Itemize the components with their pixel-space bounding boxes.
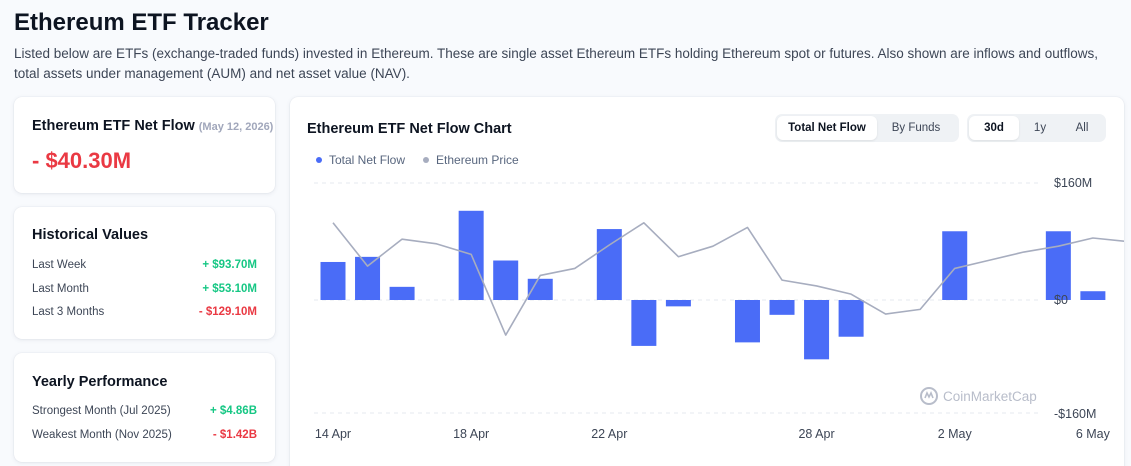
- bar-5-may: [1045, 231, 1071, 300]
- legend-total-net-flow[interactable]: Total Net Flow: [316, 153, 405, 167]
- historical-row-value: - $129.10M: [198, 306, 257, 318]
- y-tick-label: $0: [1054, 293, 1068, 307]
- bar-23-apr: [631, 300, 657, 346]
- x-tick-label: 14 Apr: [315, 427, 351, 441]
- x-tick-label: 22 Apr: [591, 427, 627, 441]
- coinmarketcap-logo-mark-icon: [924, 391, 934, 399]
- x-tick-label: 28 Apr: [798, 427, 834, 441]
- historical-row-label: Last 3 Months: [32, 306, 105, 318]
- bar-22-apr: [596, 229, 622, 300]
- x-tick-label: 6 May: [1076, 427, 1111, 441]
- legend-label: Total Net Flow: [329, 153, 406, 167]
- historical-row-label: Last Month: [32, 283, 89, 295]
- legend-ethereum-price[interactable]: Ethereum Price: [423, 153, 519, 167]
- watermark-text: CoinMarketCap: [943, 389, 1037, 404]
- historical-row: Last 3 Months - $129.10M: [32, 306, 257, 318]
- bar-19-apr: [493, 260, 519, 300]
- net-flow-date: (May 12, 2026): [198, 121, 274, 133]
- bar-27-apr: [769, 300, 795, 315]
- historical-title: Historical Values: [32, 227, 149, 243]
- range-toggle: 30d 1y All: [967, 114, 1106, 142]
- net-flow-value: - $40.30M: [32, 148, 132, 173]
- chart-title: Ethereum ETF Net Flow Chart: [307, 121, 512, 137]
- yearly-row-value: + $4.86B: [210, 405, 257, 417]
- bar-16-apr: [389, 286, 415, 300]
- range-all[interactable]: All: [1075, 122, 1089, 134]
- coinmarketcap-watermark: CoinMarketCap: [920, 387, 1037, 405]
- ethereum-price-line: [332, 221, 1124, 336]
- y-tick-label: -$160M: [1054, 407, 1096, 421]
- yearly-row-value: - $1.42B: [212, 429, 257, 441]
- historical-row: Last Month + $53.10M: [32, 283, 257, 295]
- yearly-row-label: Weakest Month (Nov 2025): [32, 429, 172, 441]
- yearly-row-label: Strongest Month (Jul 2025): [32, 405, 171, 417]
- view-toggle: Total Net Flow By Funds: [775, 114, 959, 142]
- historical-row-label: Last Week: [32, 259, 87, 271]
- yearly-performance-card: Yearly Performance Strongest Month (Jul …: [14, 353, 275, 462]
- net-flow-card: Ethereum ETF Net Flow (May 12, 2026) - $4…: [14, 97, 275, 193]
- historical-row-value: + $53.10M: [202, 283, 257, 295]
- yearly-row: Weakest Month (Nov 2025) - $1.42B: [32, 429, 257, 441]
- historical-row-value: + $93.70M: [202, 259, 257, 271]
- bar-24-apr: [665, 300, 691, 307]
- net-flow-chart: CoinMarketCap $160M $0 -$160M 14 Apr 18 Apr 2…: [314, 176, 1124, 441]
- bar-28-apr: [804, 300, 830, 360]
- bar-26-apr: [734, 300, 760, 343]
- bar-15-apr: [355, 256, 381, 300]
- legend-dot-icon: [316, 157, 322, 163]
- page-title: Ethereum ETF Tracker: [14, 9, 269, 36]
- bar-20-apr: [527, 278, 553, 300]
- legend-dot-icon: [423, 157, 430, 163]
- yearly-title: Yearly Performance: [32, 374, 168, 390]
- net-flow-title: Ethereum ETF Net Flow: [32, 118, 195, 134]
- legend-label: Ethereum Price: [436, 153, 519, 167]
- chart-legend: Total Net Flow Ethereum Price: [316, 153, 519, 167]
- bar-6-may: [1080, 291, 1106, 300]
- net-flow-chart-card: Ethereum ETF Net Flow Chart Total Net Fl…: [290, 97, 1124, 466]
- yearly-row: Strongest Month (Jul 2025) + $4.86B: [32, 405, 257, 417]
- tab-total-net-flow[interactable]: Total Net Flow: [777, 116, 877, 140]
- tab-by-funds[interactable]: By Funds: [891, 122, 941, 134]
- historical-values-card: Historical Values Last Week + $93.70M La…: [14, 207, 275, 339]
- x-tick-label: 18 Apr: [453, 427, 489, 441]
- y-tick-label: $160M: [1054, 176, 1092, 190]
- bar-14-apr: [320, 261, 346, 300]
- bar-29-apr: [838, 300, 864, 337]
- x-tick-label: 2 May: [938, 427, 973, 441]
- page-description: Listed below are ETFs (exchange-traded f…: [14, 46, 1099, 81]
- coinmarketcap-logo-icon: [920, 387, 938, 405]
- historical-row: Last Week + $93.70M: [32, 259, 257, 271]
- range-1y[interactable]: 1y: [1033, 122, 1047, 134]
- range-30d[interactable]: 30d: [969, 116, 1019, 140]
